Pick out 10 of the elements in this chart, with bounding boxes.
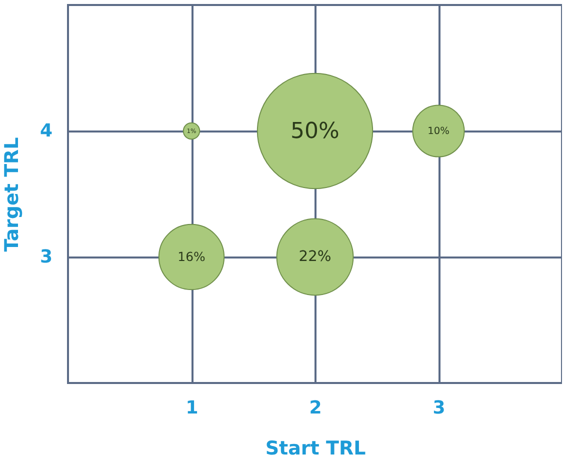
annotation: 50% [290, 119, 340, 144]
annotation: 16% [178, 249, 206, 264]
x-tick-label: 2 [309, 398, 322, 418]
x-tick-label: 1 [186, 398, 198, 418]
annotation: 22% [298, 248, 332, 265]
annotation: 10% [428, 126, 450, 137]
x-tick-label: 3 [432, 398, 446, 418]
y-axis-title: Target TRL [0, 137, 23, 252]
y-tick-label: 4 [40, 120, 52, 142]
x-axis-title: Start TRL [265, 438, 366, 460]
